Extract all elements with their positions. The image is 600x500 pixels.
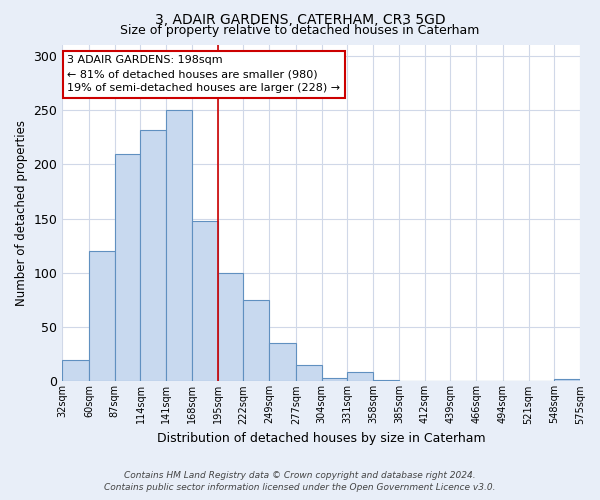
Bar — [269, 344, 296, 382]
Bar — [244, 300, 269, 382]
Bar — [373, 380, 399, 382]
Text: Size of property relative to detached houses in Caterham: Size of property relative to detached ho… — [121, 24, 479, 37]
Bar — [62, 360, 89, 382]
Bar — [89, 251, 115, 382]
Text: 3 ADAIR GARDENS: 198sqm
← 81% of detached houses are smaller (980)
19% of semi-d: 3 ADAIR GARDENS: 198sqm ← 81% of detache… — [67, 55, 341, 93]
Bar — [296, 365, 322, 382]
Bar — [347, 372, 373, 382]
Text: Contains HM Land Registry data © Crown copyright and database right 2024.
Contai: Contains HM Land Registry data © Crown c… — [104, 471, 496, 492]
Text: 3, ADAIR GARDENS, CATERHAM, CR3 5GD: 3, ADAIR GARDENS, CATERHAM, CR3 5GD — [155, 12, 445, 26]
Bar — [322, 378, 347, 382]
Bar — [554, 379, 580, 382]
X-axis label: Distribution of detached houses by size in Caterham: Distribution of detached houses by size … — [157, 432, 485, 445]
Bar — [166, 110, 192, 382]
Bar — [192, 221, 218, 382]
Bar — [218, 273, 244, 382]
Bar — [140, 130, 166, 382]
Y-axis label: Number of detached properties: Number of detached properties — [15, 120, 28, 306]
Bar — [115, 154, 140, 382]
